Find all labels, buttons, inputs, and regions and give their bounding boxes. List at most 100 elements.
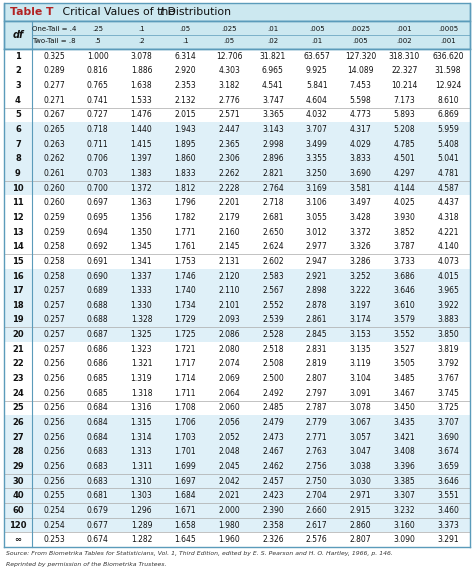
Text: 318.310: 318.310	[389, 52, 420, 61]
Text: 3.646: 3.646	[393, 286, 415, 295]
Text: df: df	[12, 30, 24, 40]
Text: 29: 29	[12, 462, 24, 471]
Text: 1.761: 1.761	[174, 242, 196, 251]
Text: 2.860: 2.860	[350, 521, 371, 529]
Text: 5.598: 5.598	[350, 96, 371, 105]
Text: 3.552: 3.552	[393, 330, 415, 339]
Text: 0.257: 0.257	[43, 301, 65, 310]
Text: 3.408: 3.408	[393, 447, 415, 456]
Text: 2.042: 2.042	[219, 476, 240, 486]
Text: .5: .5	[94, 38, 101, 44]
Text: 0.256: 0.256	[43, 433, 65, 442]
Text: 0.683: 0.683	[87, 462, 109, 471]
Text: 0.683: 0.683	[87, 476, 109, 486]
Text: 28: 28	[12, 447, 24, 456]
Text: 0.258: 0.258	[43, 271, 65, 281]
Text: 1.740: 1.740	[174, 286, 196, 295]
Text: 5: 5	[15, 110, 21, 120]
Text: 2.797: 2.797	[306, 389, 328, 398]
Text: 0.258: 0.258	[43, 242, 65, 251]
Text: 3.091: 3.091	[350, 389, 371, 398]
Text: 3.197: 3.197	[350, 301, 371, 310]
Text: 1.325: 1.325	[131, 330, 152, 339]
Text: 5.841: 5.841	[306, 81, 328, 90]
Text: 0.681: 0.681	[87, 491, 109, 500]
Text: 0.277: 0.277	[43, 81, 65, 90]
Text: 2.500: 2.500	[262, 374, 284, 383]
Text: 0.265: 0.265	[43, 125, 65, 134]
Text: 2.101: 2.101	[219, 301, 240, 310]
Bar	[4, 93, 470, 107]
Text: 4.297: 4.297	[393, 169, 415, 178]
Text: 2.423: 2.423	[262, 491, 284, 500]
Text: 2.045: 2.045	[218, 462, 240, 471]
Text: 5.208: 5.208	[393, 125, 415, 134]
Text: 2.447: 2.447	[218, 125, 240, 134]
Text: 22.327: 22.327	[391, 66, 418, 76]
Text: 2.457: 2.457	[262, 476, 284, 486]
Bar	[4, 152, 470, 166]
Bar	[4, 210, 470, 225]
Text: .05: .05	[224, 38, 235, 44]
Text: .05: .05	[180, 26, 191, 33]
Text: ∞: ∞	[15, 535, 21, 544]
Text: 3.090: 3.090	[393, 535, 415, 544]
Text: 0.688: 0.688	[87, 315, 109, 324]
Text: 6: 6	[15, 125, 21, 134]
Text: 3.725: 3.725	[437, 403, 459, 413]
Text: 2.508: 2.508	[262, 360, 284, 368]
Bar	[4, 386, 470, 400]
Text: 2.704: 2.704	[306, 491, 328, 500]
Bar	[4, 181, 470, 195]
Bar	[4, 3, 470, 21]
Text: 0.256: 0.256	[43, 418, 65, 427]
Text: 0.254: 0.254	[43, 521, 65, 529]
Text: 0.253: 0.253	[43, 535, 65, 544]
Text: 1.356: 1.356	[131, 213, 152, 222]
Bar	[4, 532, 470, 547]
Text: 17: 17	[12, 286, 24, 295]
Text: 16: 16	[12, 271, 24, 281]
Bar	[4, 195, 470, 210]
Text: 13: 13	[12, 228, 24, 236]
Text: 1.316: 1.316	[131, 403, 152, 413]
Text: 1.746: 1.746	[174, 271, 196, 281]
Text: 1.734: 1.734	[174, 301, 196, 310]
Text: 4.587: 4.587	[437, 184, 459, 193]
Text: 0.816: 0.816	[87, 66, 109, 76]
Text: 4.781: 4.781	[438, 169, 459, 178]
Text: 1.328: 1.328	[131, 315, 152, 324]
Text: 0.325: 0.325	[43, 52, 65, 61]
Text: 18: 18	[12, 301, 24, 310]
Bar	[4, 107, 470, 122]
Text: 2.228: 2.228	[219, 184, 240, 193]
Text: 2.977: 2.977	[306, 242, 328, 251]
Text: 1.706: 1.706	[174, 418, 196, 427]
Text: 2.756: 2.756	[306, 462, 328, 471]
Text: 2.080: 2.080	[219, 345, 240, 354]
Text: 4.025: 4.025	[393, 198, 415, 207]
Text: 2.479: 2.479	[262, 418, 284, 427]
Bar	[4, 371, 470, 386]
Text: 3.922: 3.922	[438, 301, 459, 310]
Text: 0.256: 0.256	[43, 360, 65, 368]
Text: 0.259: 0.259	[43, 228, 65, 236]
Text: 4.318: 4.318	[438, 213, 459, 222]
Text: 2.898: 2.898	[306, 286, 328, 295]
Text: 0.674: 0.674	[87, 535, 109, 544]
Text: 2.718: 2.718	[262, 198, 283, 207]
Text: 6.314: 6.314	[174, 52, 196, 61]
Text: 0.741: 0.741	[87, 96, 109, 105]
Text: 2.326: 2.326	[262, 535, 284, 544]
Text: 0.684: 0.684	[87, 418, 109, 427]
Text: 0.694: 0.694	[87, 228, 109, 236]
Text: 1.729: 1.729	[174, 315, 196, 324]
Text: 0.684: 0.684	[87, 433, 109, 442]
Text: 3.385: 3.385	[393, 476, 415, 486]
Text: 3.421: 3.421	[393, 433, 415, 442]
Text: 40: 40	[12, 491, 24, 500]
Text: 2.467: 2.467	[262, 447, 284, 456]
Text: 3.174: 3.174	[350, 315, 371, 324]
Text: 2.160: 2.160	[219, 228, 240, 236]
Text: 3.252: 3.252	[350, 271, 371, 281]
